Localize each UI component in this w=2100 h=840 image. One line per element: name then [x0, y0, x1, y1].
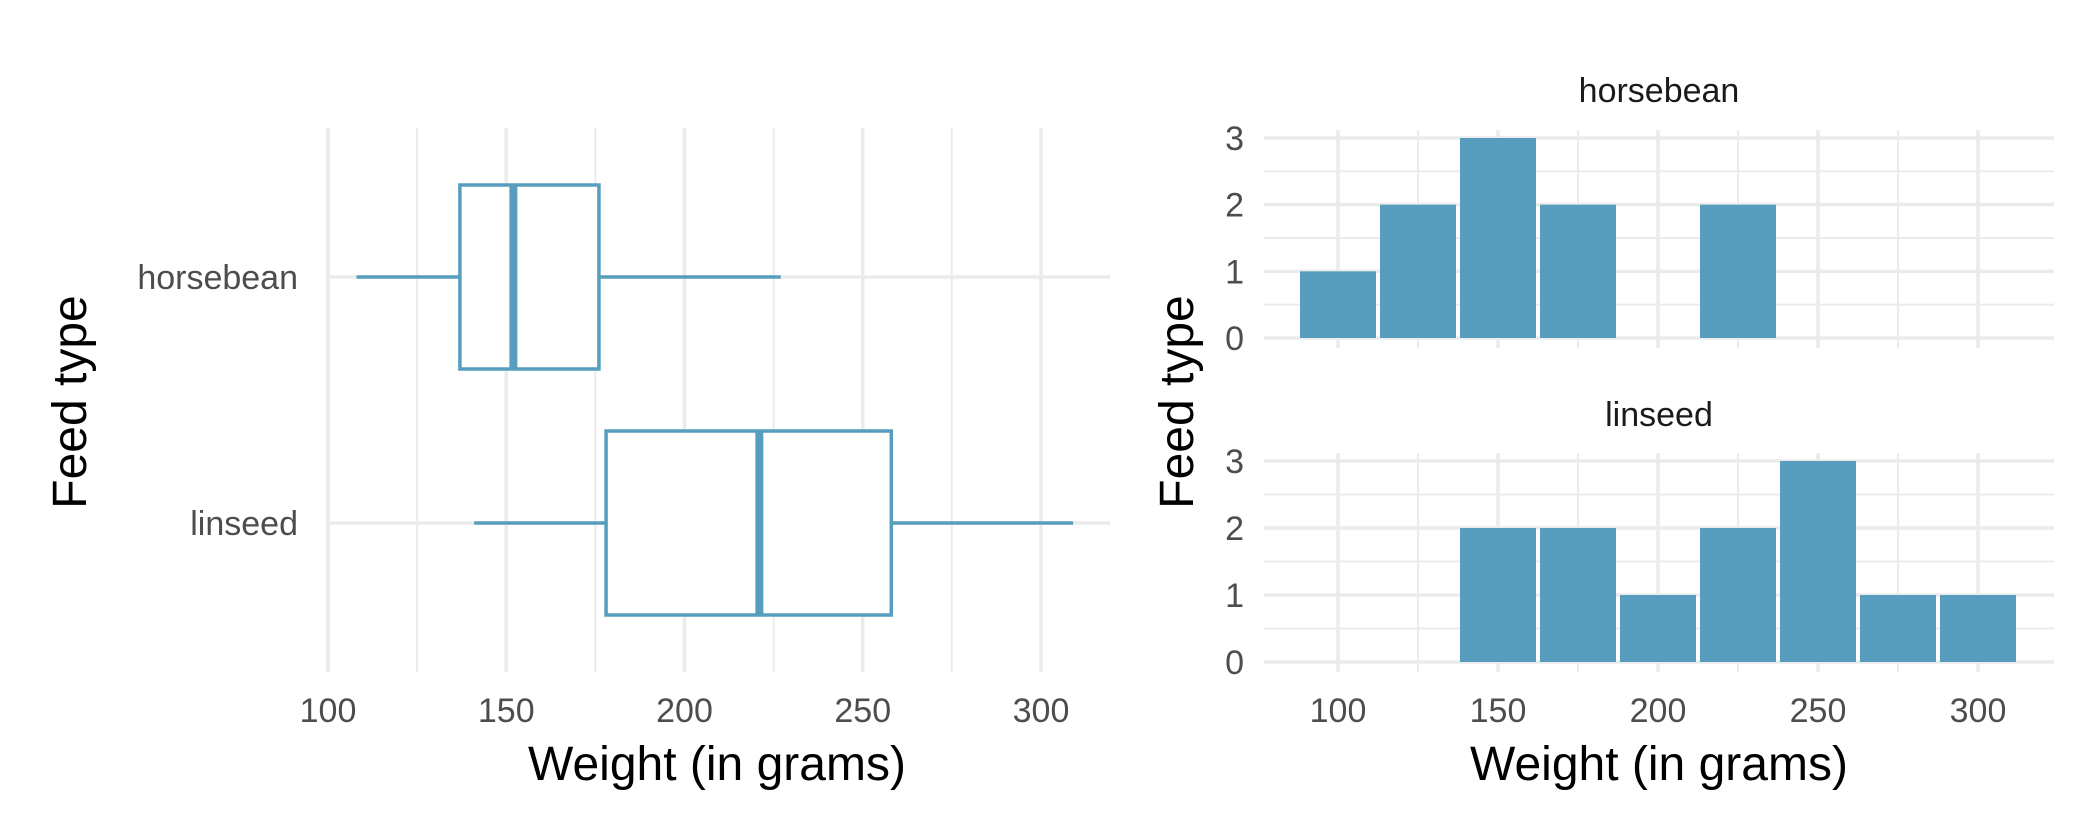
y-tick-label: 2 [1225, 510, 1244, 548]
y-tick-label: 2 [1225, 187, 1244, 225]
x-tick-label: 200 [656, 692, 713, 730]
histogram-bar [1780, 461, 1856, 662]
histogram-bar [1300, 271, 1376, 338]
y-tick-label: 0 [1225, 320, 1244, 358]
histogram-panel: horsebean 0 1 2 3 linseed 0 1 2 3 100 150 200 250 300 [1225, 72, 2054, 730]
x-tick-label: 250 [834, 692, 891, 730]
facet-title-linseed: linseed [1605, 396, 1713, 434]
histogram-y-axis-title: Feed type [1151, 295, 1204, 508]
x-tick-label: 100 [1310, 692, 1367, 730]
histogram-bar [1540, 528, 1616, 662]
y-tick-label: 1 [1225, 577, 1244, 615]
histogram-bar [1460, 528, 1536, 662]
histogram-bar [1700, 528, 1776, 662]
histogram-bar [1460, 138, 1536, 338]
y-tick-label-horsebean: horsebean [137, 259, 298, 297]
y-tick-label: 3 [1225, 120, 1244, 158]
box-iqr [604, 429, 894, 617]
histogram-bar [1540, 204, 1616, 338]
box-horsebean [356, 183, 781, 371]
histogram-bar [1940, 595, 2016, 662]
facet-title-horsebean: horsebean [1579, 72, 1740, 110]
x-tick-label: 300 [1013, 692, 1070, 730]
boxplot-x-axis-title: Weight (in grams) [528, 738, 906, 791]
x-tick-label: 100 [300, 692, 357, 730]
y-tick-label-linseed: linseed [190, 505, 298, 543]
facet-horsebean: horsebean 0 1 2 3 [1225, 72, 2054, 358]
facet-linseed: linseed 0 1 2 3 [1225, 396, 2054, 682]
box-iqr [458, 183, 601, 371]
x-tick-label: 250 [1790, 692, 1847, 730]
x-tick-label: 200 [1630, 692, 1687, 730]
x-tick-label: 150 [1470, 692, 1527, 730]
boxplot-panel: horsebean linseed 100 150 200 250 300 [137, 128, 1110, 730]
y-tick-label: 0 [1225, 644, 1244, 682]
histogram-bar [1380, 204, 1456, 338]
boxplot-y-axis-title: Feed type [44, 295, 97, 508]
histogram-bar [1860, 595, 1936, 662]
histogram-bar [1620, 595, 1696, 662]
x-tick-label: 150 [478, 692, 535, 730]
x-tick-label: 300 [1950, 692, 2007, 730]
histogram-bar [1700, 204, 1776, 338]
histogram-x-axis-title: Weight (in grams) [1470, 738, 1848, 791]
y-tick-label: 3 [1225, 443, 1244, 481]
box-linseed [474, 429, 1074, 617]
y-tick-label: 1 [1225, 253, 1244, 291]
